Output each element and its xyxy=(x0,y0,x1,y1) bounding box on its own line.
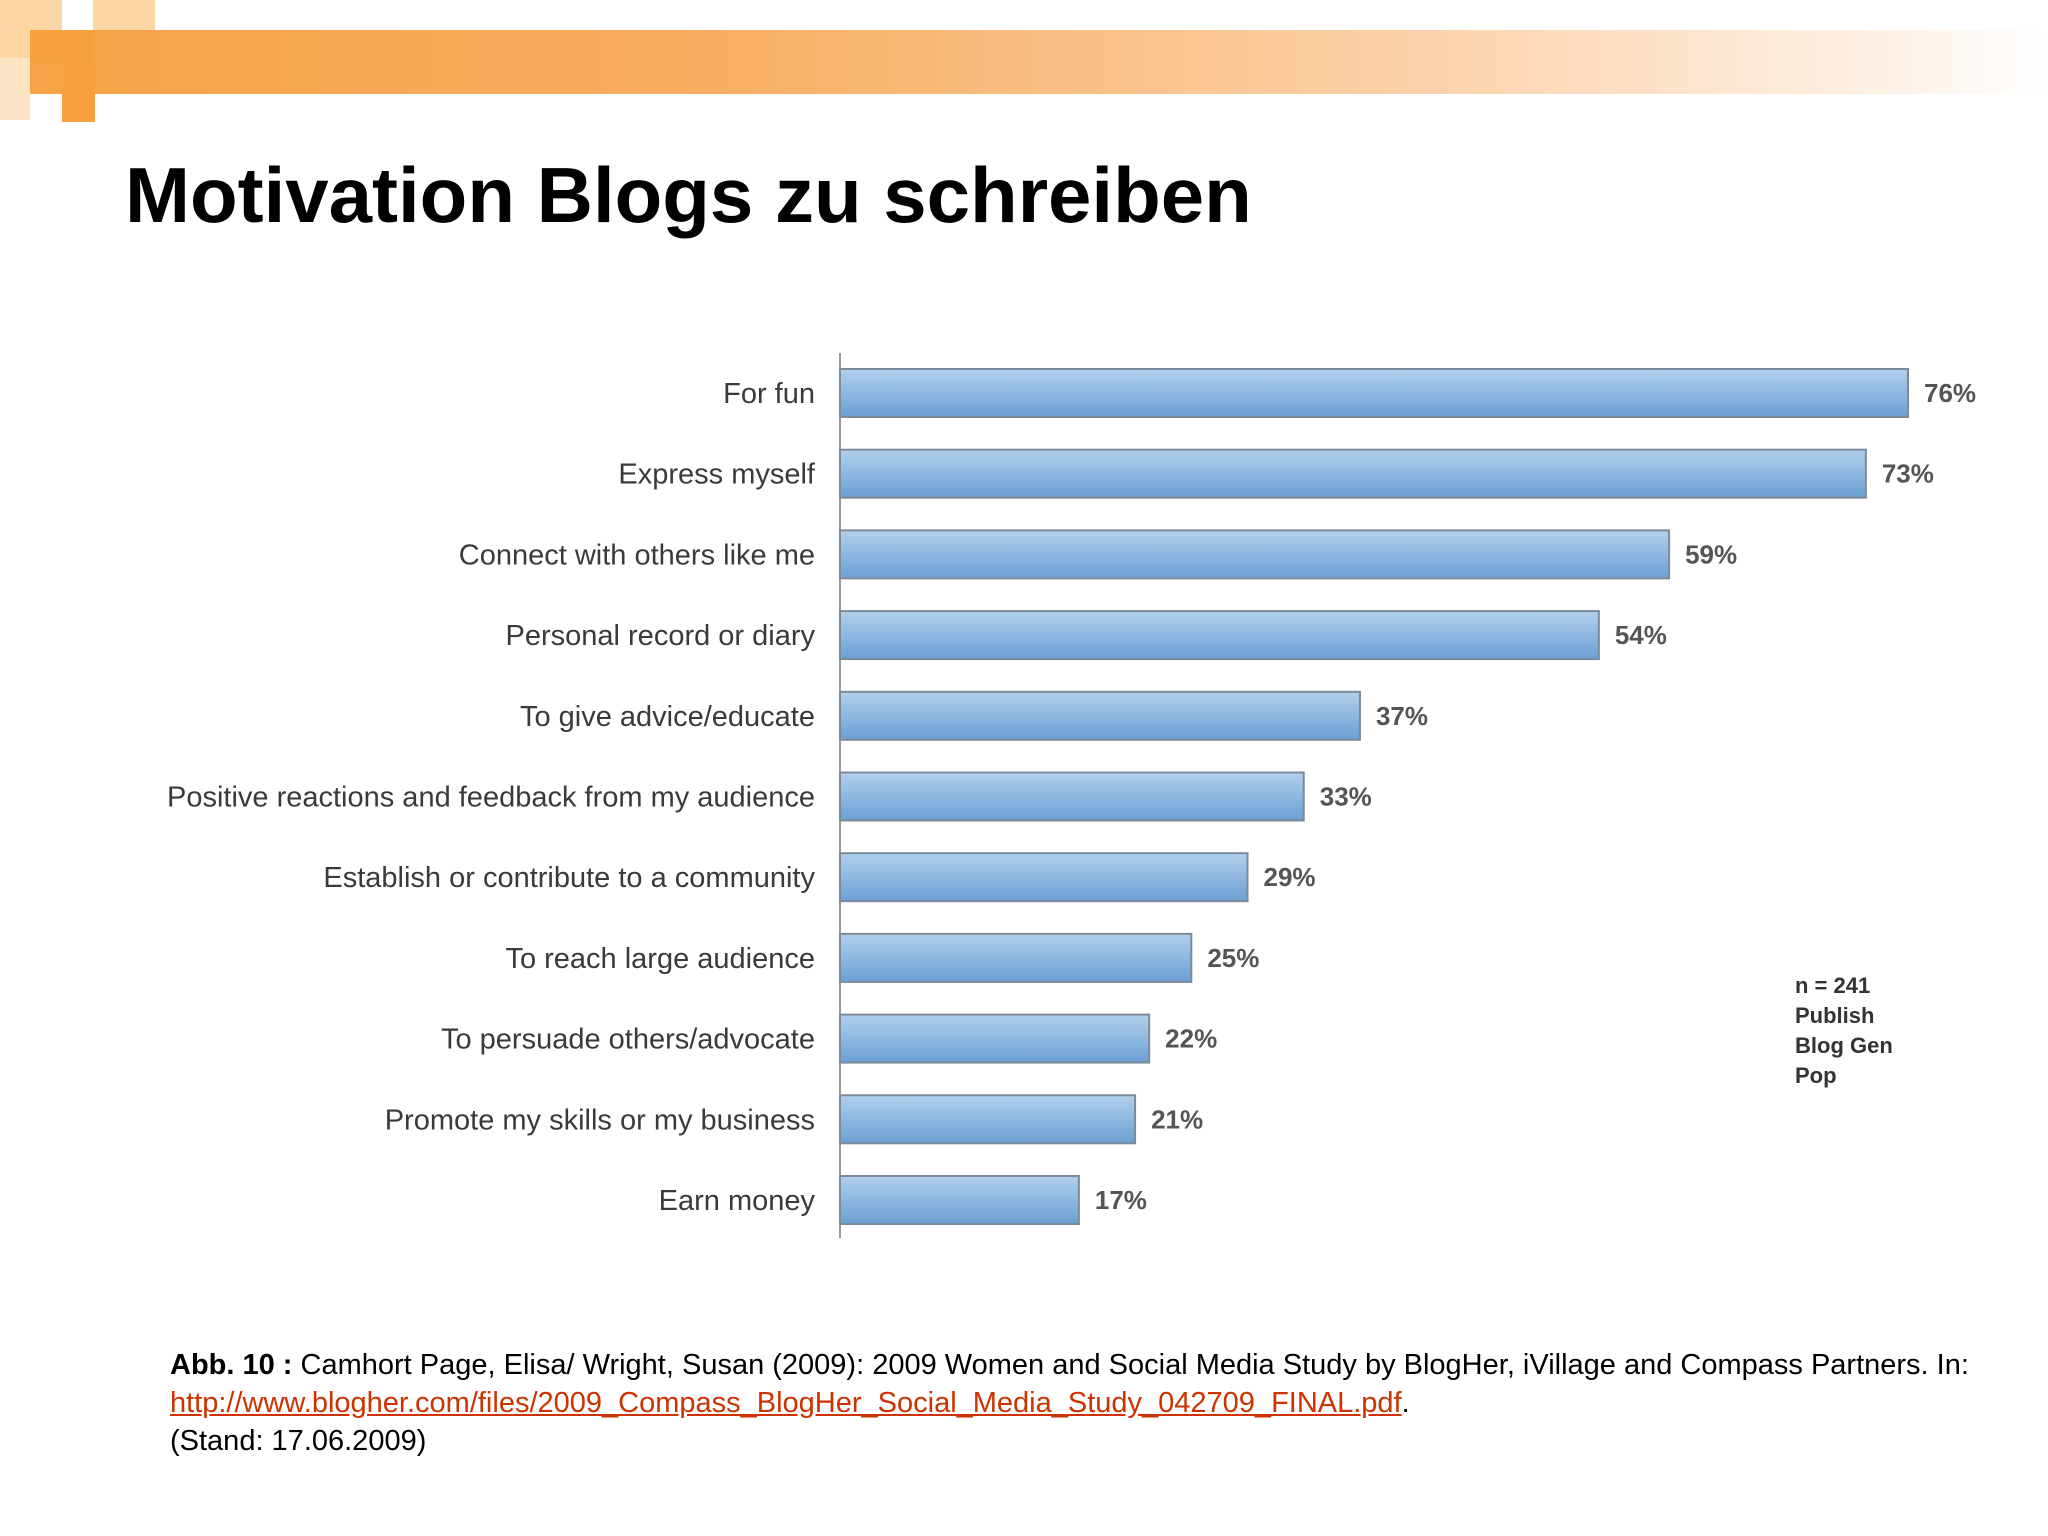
figure-caption: Abb. 10 : Camhort Page, Elisa/ Wright, S… xyxy=(170,1346,1970,1460)
value-label: 25% xyxy=(1207,943,1259,973)
source-link[interactable]: http://www.blogher.com/files/2009_Compas… xyxy=(170,1387,1402,1419)
logo-square-4 xyxy=(62,62,95,122)
bar xyxy=(839,690,1361,741)
bars-group: For fun 76% Express myself 73% Connect with … xyxy=(167,368,1976,1225)
value-label: 73% xyxy=(1882,459,1934,489)
bar xyxy=(839,932,1193,983)
bar xyxy=(839,1094,1137,1145)
category-label: To persuade others/advocate xyxy=(441,1024,815,1056)
caption-date: (Stand: 17.06.2009) xyxy=(170,1425,427,1457)
value-label: 33% xyxy=(1320,782,1372,812)
value-label: 37% xyxy=(1376,701,1428,731)
value-label: 59% xyxy=(1685,539,1737,569)
bar xyxy=(839,368,1909,418)
category-label: To reach large audience xyxy=(505,943,815,975)
note-line: n = 241 xyxy=(1795,973,1870,998)
caption-period: . xyxy=(1401,1387,1410,1419)
bar xyxy=(839,852,1249,903)
category-label: Personal record or diary xyxy=(506,620,816,652)
category-label: For fun xyxy=(723,378,815,410)
value-label: 21% xyxy=(1151,1104,1203,1134)
value-label: 29% xyxy=(1264,862,1316,892)
bar xyxy=(839,1175,1080,1225)
bar xyxy=(839,771,1305,822)
category-label: Promote my skills or my business xyxy=(385,1104,815,1136)
sample-note: n = 241 Publish Blog Gen Pop xyxy=(1795,973,1893,1088)
slide-title: Motivation Blogs zu schreiben xyxy=(125,151,1252,239)
category-label: Establish or contribute to a community xyxy=(323,862,815,894)
caption-text: Camhort Page, Elisa/ Wright, Susan (2009… xyxy=(292,1349,1969,1381)
logo-square-3 xyxy=(30,30,93,63)
header-band xyxy=(0,30,2048,94)
value-label: 54% xyxy=(1615,620,1667,650)
value-label: 22% xyxy=(1165,1024,1217,1054)
caption-label: Abb. 10 : xyxy=(170,1349,293,1381)
note-line: Publish xyxy=(1795,1003,1874,1028)
note-line: Blog Gen xyxy=(1795,1033,1893,1058)
category-label: To give advice/educate xyxy=(520,701,815,733)
category-label: Connect with others like me xyxy=(459,539,815,571)
bar xyxy=(839,610,1600,661)
note-line: Pop xyxy=(1795,1063,1837,1088)
bar xyxy=(839,529,1671,580)
bar-chart: For fun 76% Express myself 73% Connect with … xyxy=(167,353,1976,1238)
value-label: 17% xyxy=(1095,1185,1147,1215)
logo-square-5 xyxy=(0,58,30,120)
logo-square-2 xyxy=(93,0,155,30)
category-label: Positive reactions and feedback from my … xyxy=(167,782,815,814)
category-label: Earn money xyxy=(659,1185,816,1217)
bar xyxy=(839,1013,1151,1064)
category-label: Express myself xyxy=(618,459,816,491)
value-label: 76% xyxy=(1924,378,1976,408)
bar xyxy=(839,448,1867,499)
